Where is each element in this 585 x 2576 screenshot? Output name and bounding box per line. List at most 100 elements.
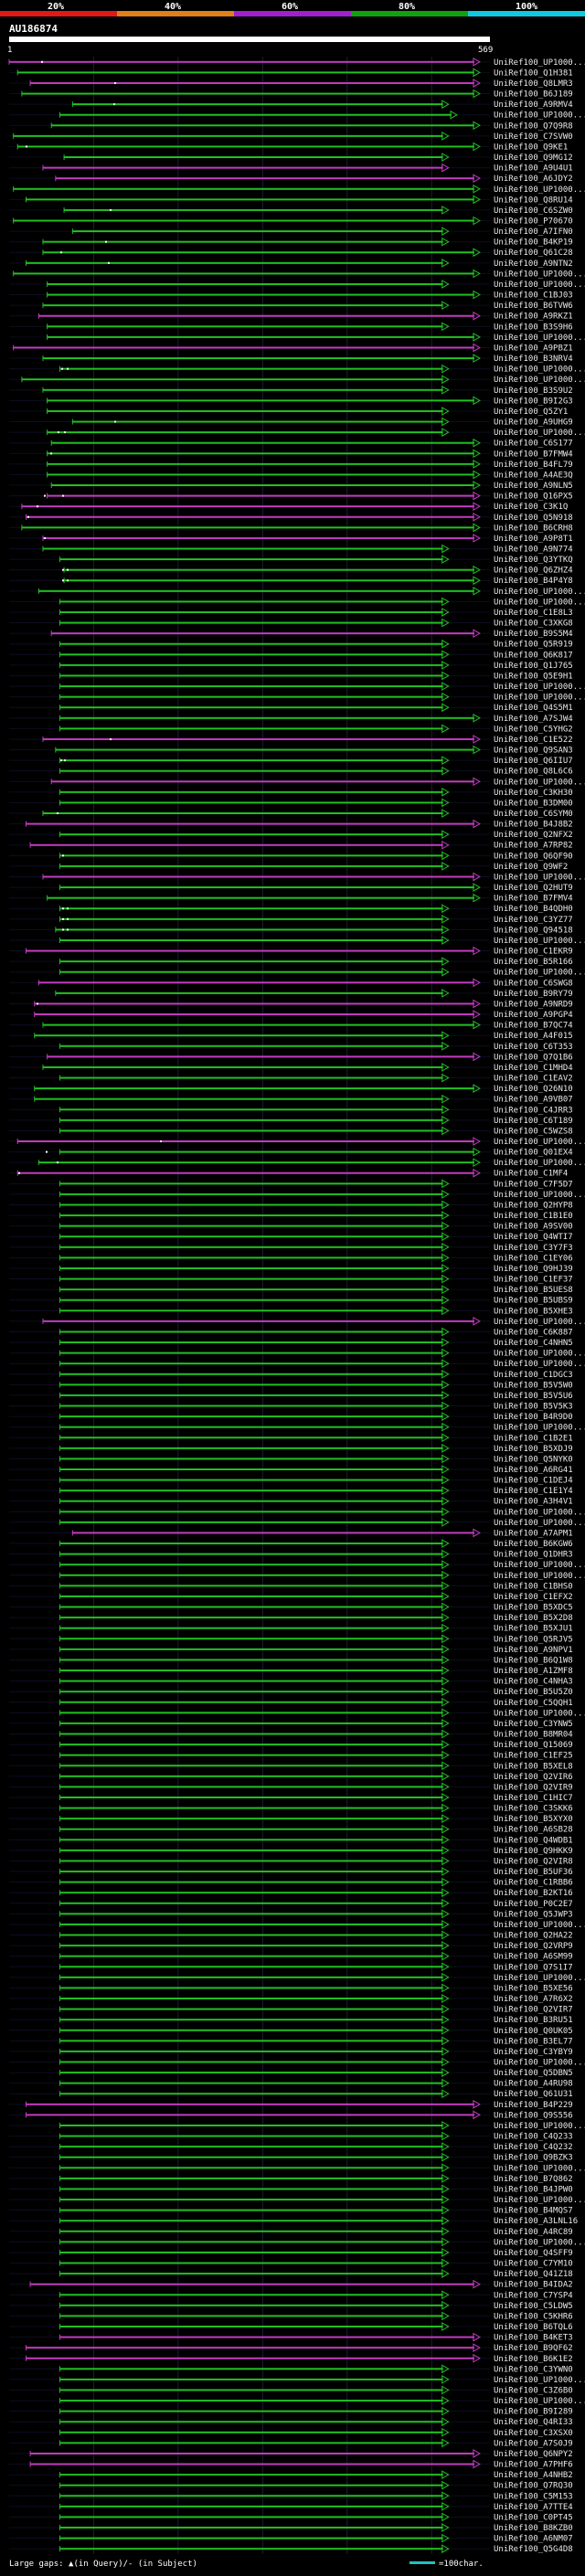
hit-label[interactable]: UniRef100_C5QQH1	[494, 1699, 573, 1708]
hit-label[interactable]: UniRef100_A4RU98	[494, 2080, 573, 2089]
hit-label[interactable]: UniRef100_C1EY06	[494, 1254, 573, 1263]
hit-label[interactable]: UniRef100_B3S9H6	[494, 323, 573, 332]
hit-label[interactable]: UniRef100_B4QDH0	[494, 905, 573, 914]
hit-label[interactable]: UniRef100_UP1000...	[494, 598, 585, 607]
hit-label[interactable]: UniRef100_C5YHG2	[494, 725, 573, 734]
hit-label[interactable]: UniRef100_Q4WTI7	[494, 1233, 573, 1242]
hit-label[interactable]: UniRef100_UP1000...	[494, 366, 585, 375]
hit-label[interactable]: UniRef100_C1E8L3	[494, 609, 573, 618]
hit-label[interactable]: UniRef100_Q15069	[494, 1741, 573, 1750]
hit-label[interactable]: UniRef100_UP1000...	[494, 778, 585, 787]
hit-label[interactable]: UniRef100_C3YWN0	[494, 2365, 573, 2374]
hit-label[interactable]: UniRef100_B9I2G3	[494, 397, 573, 406]
hit-label[interactable]: UniRef100_C1BJ03	[494, 292, 573, 301]
hit-label[interactable]: UniRef100_UP1000...	[494, 1360, 585, 1369]
hit-label[interactable]: UniRef100_A9NRD9	[494, 1000, 573, 1009]
hit-label[interactable]: UniRef100_B9S5M4	[494, 630, 573, 639]
hit-label[interactable]: UniRef100_B8KZB0	[494, 2524, 573, 2533]
hit-label[interactable]: UniRef100_C1E1Y4	[494, 1487, 573, 1496]
hit-label[interactable]: UniRef100_UP1000...	[494, 376, 585, 385]
hit-label[interactable]: UniRef100_B4P4Y8	[494, 577, 573, 586]
hit-label[interactable]: UniRef100_A6NM07	[494, 2535, 573, 2544]
hit-label[interactable]: UniRef100_Q5R919	[494, 641, 573, 650]
hit-label[interactable]: UniRef100_A9U4U1	[494, 164, 573, 174]
hit-label[interactable]: UniRef100_Q3YTKQ	[494, 556, 573, 565]
hit-label[interactable]: UniRef100_C3XSX0	[494, 2429, 573, 2438]
hit-label[interactable]: UniRef100_UP1000...	[494, 1138, 585, 1147]
hit-label[interactable]: UniRef100_C3XKG8	[494, 620, 573, 629]
hit-label[interactable]: UniRef100_Q8RU14	[494, 196, 573, 205]
hit-label[interactable]: UniRef100_Q2HYP8	[494, 1201, 573, 1210]
hit-label[interactable]: UniRef100_Q16PX5	[494, 493, 573, 502]
hit-label[interactable]: UniRef100_UP1000...	[494, 1424, 585, 1433]
hit-label[interactable]: UniRef100_B4KP19	[494, 239, 573, 248]
hit-label[interactable]: UniRef100_B5UF36	[494, 1868, 573, 1877]
hit-label[interactable]: UniRef100_UP1000...	[494, 1318, 585, 1327]
hit-label[interactable]: UniRef100_C4Q233	[494, 2133, 573, 2142]
hit-label[interactable]: UniRef100_C5LDW5	[494, 2302, 573, 2311]
hit-label[interactable]: UniRef100_UP1000...	[494, 2238, 585, 2247]
hit-label[interactable]: UniRef100_A6JDY2	[494, 175, 573, 184]
hit-label[interactable]: UniRef100_Q2HUT9	[494, 884, 573, 893]
hit-label[interactable]: UniRef100_Q7Q9R8	[494, 122, 573, 131]
hit-label[interactable]: UniRef100_A9NLN5	[494, 482, 573, 491]
hit-label[interactable]: UniRef100_UP1000...	[494, 873, 585, 882]
hit-label[interactable]: UniRef100_C5WZS8	[494, 1127, 573, 1136]
hit-label[interactable]: UniRef100_C3YZ77	[494, 916, 573, 925]
hit-label[interactable]: UniRef100_C5M153	[494, 2492, 573, 2501]
hit-label[interactable]: UniRef100_Q2HA22	[494, 1932, 573, 1941]
hit-label[interactable]: UniRef100_C0PT45	[494, 2513, 573, 2522]
hit-label[interactable]: UniRef100_C4NHN5	[494, 1339, 573, 1348]
hit-label[interactable]: UniRef100_B9QF62	[494, 2344, 573, 2353]
hit-label[interactable]: UniRef100_Q9HJ39	[494, 1265, 573, 1274]
hit-label[interactable]: UniRef100_C3YBY9	[494, 2048, 573, 2057]
hit-label[interactable]: UniRef100_B6KGW6	[494, 1540, 573, 1549]
hit-label[interactable]: UniRef100_UP1000...	[494, 281, 585, 290]
hit-label[interactable]: UniRef100_A9NTN2	[494, 260, 573, 269]
hit-label[interactable]: UniRef100_B6J189	[494, 90, 573, 100]
hit-label[interactable]: UniRef100_UP1000...	[494, 969, 585, 978]
hit-label[interactable]: UniRef100_Q4RI33	[494, 2418, 573, 2427]
hit-label[interactable]: UniRef100_UP1000...	[494, 1350, 585, 1359]
hit-label[interactable]: UniRef100_UP1000...	[494, 1519, 585, 1528]
hit-label[interactable]: UniRef100_P70670	[494, 217, 573, 226]
hit-label[interactable]: UniRef100_C3Y7F3	[494, 1244, 573, 1253]
hit-label[interactable]: UniRef100_B4J8B2	[494, 821, 573, 830]
hit-label[interactable]: UniRef100_B9RY79	[494, 990, 573, 999]
hit-label[interactable]: UniRef100_Q5JWP3	[494, 1910, 573, 1919]
hit-label[interactable]: UniRef100_B7Q862	[494, 2175, 573, 2184]
hit-label[interactable]: UniRef100_Q7Q1B6	[494, 1053, 573, 1062]
hit-label[interactable]: UniRef100_A7PHF6	[494, 2461, 573, 2470]
hit-label[interactable]: UniRef100_Q8LMR3	[494, 80, 573, 89]
hit-label[interactable]: UniRef100_Q9S556	[494, 2111, 573, 2120]
hit-label[interactable]: UniRef100_Q5G4D8	[494, 2545, 573, 2554]
hit-label[interactable]: UniRef100_Q61U31	[494, 2090, 573, 2099]
hit-label[interactable]: UniRef100_UP1000...	[494, 2122, 585, 2131]
hit-label[interactable]: UniRef100_C6T189	[494, 1117, 573, 1126]
hit-label[interactable]: UniRef100_C1EKR9	[494, 948, 573, 957]
hit-label[interactable]: UniRef100_Q6NPY2	[494, 2450, 573, 2459]
hit-label[interactable]: UniRef100_B5U5Z0	[494, 1688, 573, 1697]
hit-label[interactable]: UniRef100_UP1000...	[494, 2196, 585, 2205]
hit-label[interactable]: UniRef100_C6SZW0	[494, 207, 573, 216]
hit-label[interactable]: UniRef100_Q9BZK3	[494, 2154, 573, 2163]
hit-label[interactable]: UniRef100_C1DEJ4	[494, 1477, 573, 1486]
hit-label[interactable]: UniRef100_Q5ZY1	[494, 408, 568, 417]
hit-label[interactable]: UniRef100_Q1J765	[494, 662, 573, 671]
hit-label[interactable]: UniRef100_C1B1E0	[494, 1212, 573, 1221]
hit-label[interactable]: UniRef100_C3KH30	[494, 789, 573, 798]
hit-label[interactable]: UniRef100_A9N774	[494, 545, 573, 554]
hit-label[interactable]: UniRef100_Q1DHR3	[494, 1551, 573, 1560]
hit-label[interactable]: UniRef100_A3LNL16	[494, 2217, 578, 2226]
hit-label[interactable]: UniRef100_C1MF4	[494, 1170, 568, 1179]
hit-label[interactable]: UniRef100_C1RBB6	[494, 1879, 573, 1888]
hit-label[interactable]: UniRef100_Q7RQ30	[494, 2482, 573, 2491]
hit-label[interactable]: UniRef100_A9SV00	[494, 1223, 573, 1232]
hit-label[interactable]: UniRef100_C5KHR6	[494, 2312, 573, 2321]
hit-label[interactable]: UniRef100_B4P229	[494, 2101, 573, 2110]
hit-label[interactable]: UniRef100_C4JRR3	[494, 1106, 573, 1115]
hit-label[interactable]: UniRef100_Q5DBN5	[494, 2069, 573, 2078]
hit-label[interactable]: UniRef100_Q8L6C6	[494, 768, 573, 777]
hit-label[interactable]: UniRef100_B5XE56	[494, 1984, 573, 1993]
hit-label[interactable]: UniRef100_B4JPW0	[494, 2185, 573, 2194]
